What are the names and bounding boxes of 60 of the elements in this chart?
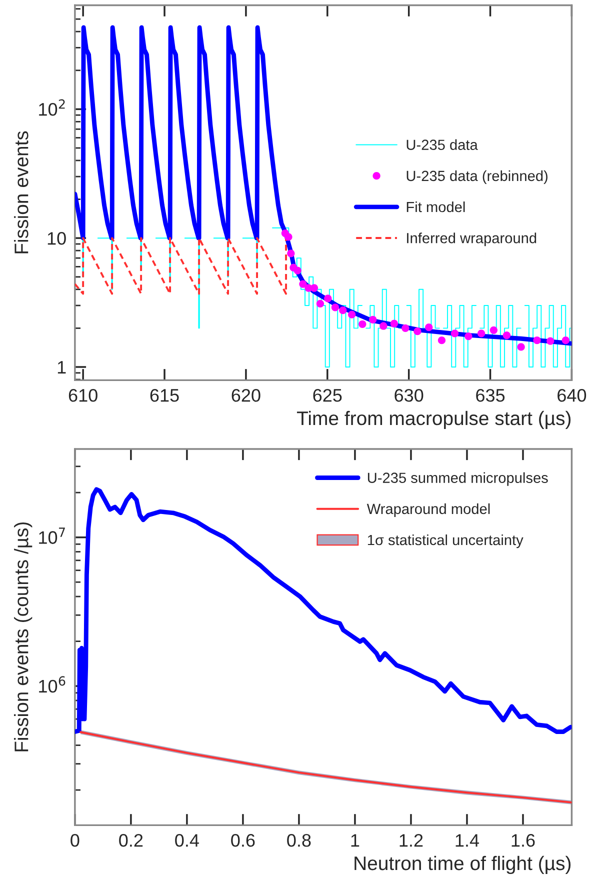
- x-tick-label: 630: [394, 388, 424, 402]
- point: [369, 316, 377, 324]
- y-tick-label: 10$^{2}$: [39, 99, 65, 116]
- point: [358, 320, 366, 328]
- x-tick-label: 615: [150, 388, 179, 402]
- x-tick-label: 1.6: [512, 834, 535, 847]
- legend-label: U-235 data: [406, 139, 478, 150]
- point: [490, 326, 498, 334]
- point: [546, 337, 554, 345]
- x-tick-label: 620: [232, 388, 260, 402]
- legend-label: Wraparound model: [366, 503, 490, 517]
- annotation: 1σ statistical uncertainty: [368, 534, 524, 548]
- y-tick-label: 1: [58, 361, 66, 374]
- point: [425, 324, 433, 332]
- point: [464, 332, 472, 340]
- x-tick-label: 0.6: [231, 834, 255, 847]
- point: [284, 233, 292, 241]
- legend-label: Fit model: [406, 201, 465, 212]
- point: [348, 310, 356, 318]
- y-tick-label: 10$^{6}$: [39, 676, 66, 693]
- point: [402, 324, 410, 332]
- point: [310, 284, 318, 292]
- point: [438, 336, 446, 344]
- x-tick-label: 1: [351, 834, 360, 847]
- point: [331, 304, 340, 312]
- x-tick-label: 635: [476, 388, 505, 402]
- x-axis-title: Neutron time of flight (µs): [354, 856, 571, 874]
- point: [324, 294, 332, 302]
- point: [477, 330, 486, 338]
- point: [502, 332, 511, 340]
- point: [339, 306, 347, 314]
- x-tick-label: 0.8: [287, 834, 311, 847]
- point: [287, 250, 295, 258]
- x-tick-label: 0.4: [175, 834, 199, 847]
- point: [450, 330, 459, 338]
- legend-label: Inferred wraparound: [407, 232, 536, 246]
- point: [533, 336, 541, 344]
- legend-label: U-235 summed micropulses: [368, 472, 548, 486]
- x-axis-title: Time from macropulse start (µs): [296, 410, 571, 430]
- y-axis-title: Fission events: [14, 131, 28, 254]
- point: [562, 336, 570, 344]
- point: [380, 322, 388, 330]
- point: [517, 343, 525, 351]
- x-tick-label: 1.2: [400, 834, 423, 847]
- x-tick-label: 610: [68, 388, 98, 402]
- line-series: [74, 487, 572, 734]
- x-tick-label: 0.2: [119, 834, 143, 847]
- point: [316, 300, 324, 308]
- point: [390, 320, 398, 328]
- x-tick-label: 640: [558, 388, 586, 402]
- legend-label: U-235 data (rebinned): [406, 170, 548, 184]
- point: [414, 328, 422, 336]
- x-tick-label: 625: [313, 388, 342, 402]
- line-series: [74, 25, 572, 346]
- x-tick-label: 0: [70, 834, 80, 847]
- y-axis-title: Fission events (counts /µs): [14, 522, 32, 752]
- y-tick-label: 10$^{7}$: [39, 528, 65, 544]
- x-tick-label: 1.4: [456, 834, 479, 847]
- point: [294, 266, 302, 274]
- y-tick-label: 10: [48, 232, 66, 245]
